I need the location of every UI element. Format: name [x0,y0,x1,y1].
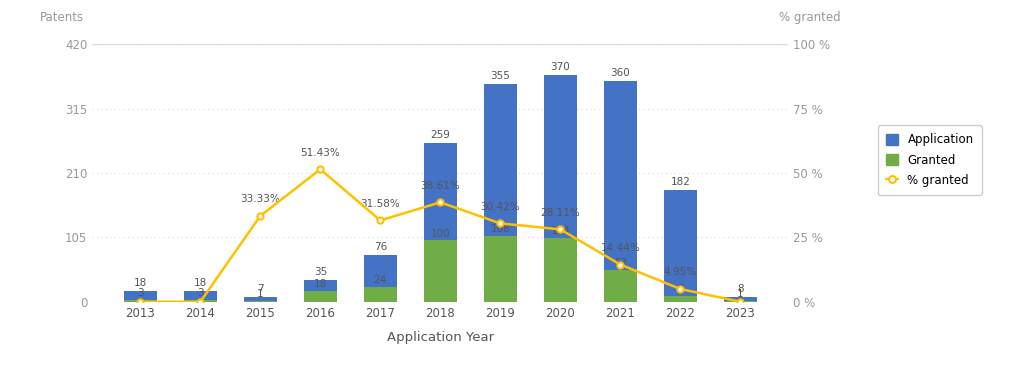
Text: 360: 360 [610,68,630,78]
Bar [724,297,757,302]
Line: % granted: % granted [137,166,743,305]
Legend: Application, Granted, % granted: Application, Granted, % granted [878,125,982,195]
% granted [254,214,266,218]
% granted [674,287,686,291]
% granted [314,167,327,171]
Bar [244,301,276,302]
Bar [424,143,457,302]
Text: 9: 9 [677,284,684,294]
Text: 38.61%: 38.61% [421,181,460,191]
Text: % granted: % granted [779,11,841,24]
Text: 7: 7 [257,284,263,294]
Text: 35: 35 [313,267,327,277]
Bar [483,84,517,302]
Text: 18: 18 [134,277,146,288]
Text: 370: 370 [551,62,570,72]
Bar [483,236,517,302]
Text: 24: 24 [374,275,387,285]
Text: 51.43%: 51.43% [300,148,340,158]
% granted [614,262,627,267]
Text: 14.44%: 14.44% [600,243,640,253]
Text: 28.11%: 28.11% [541,208,581,218]
Text: 31.58%: 31.58% [360,199,400,209]
Bar [124,291,157,302]
Bar [544,238,577,302]
% granted [434,200,446,205]
Text: 355: 355 [490,71,510,81]
Bar [724,301,757,302]
Bar [304,291,337,302]
Text: 182: 182 [671,177,690,187]
% granted [374,218,386,223]
% granted [495,221,507,226]
Text: 8: 8 [737,284,743,294]
Text: 33.33%: 33.33% [241,194,281,204]
Text: 3: 3 [197,288,204,298]
Text: 1: 1 [257,289,263,299]
Bar [244,297,276,302]
Text: 108: 108 [490,224,510,234]
Bar [184,291,217,302]
X-axis label: Application Year: Application Year [387,331,494,344]
Bar [184,300,217,302]
Bar [604,270,637,302]
Text: 259: 259 [430,130,451,140]
Text: 76: 76 [374,242,387,252]
% granted [195,300,207,304]
Text: Patents: Patents [40,11,84,24]
Text: 104: 104 [551,226,570,236]
Bar [364,255,397,302]
% granted [554,227,566,231]
Text: 100: 100 [430,229,451,238]
% granted [734,300,746,304]
Bar [304,280,337,302]
Text: 18: 18 [194,277,207,288]
Text: 30.42%: 30.42% [480,202,520,212]
Bar [424,240,457,302]
Text: 52: 52 [613,258,627,268]
Bar [364,287,397,302]
Text: 18: 18 [313,279,327,289]
Text: 3: 3 [137,288,143,298]
Text: 1: 1 [737,289,743,299]
Bar [664,190,696,302]
Bar [124,300,157,302]
Text: 4.95%: 4.95% [664,268,697,277]
Bar [664,296,696,302]
Bar [544,75,577,302]
% granted [134,300,146,304]
Bar [604,81,637,302]
